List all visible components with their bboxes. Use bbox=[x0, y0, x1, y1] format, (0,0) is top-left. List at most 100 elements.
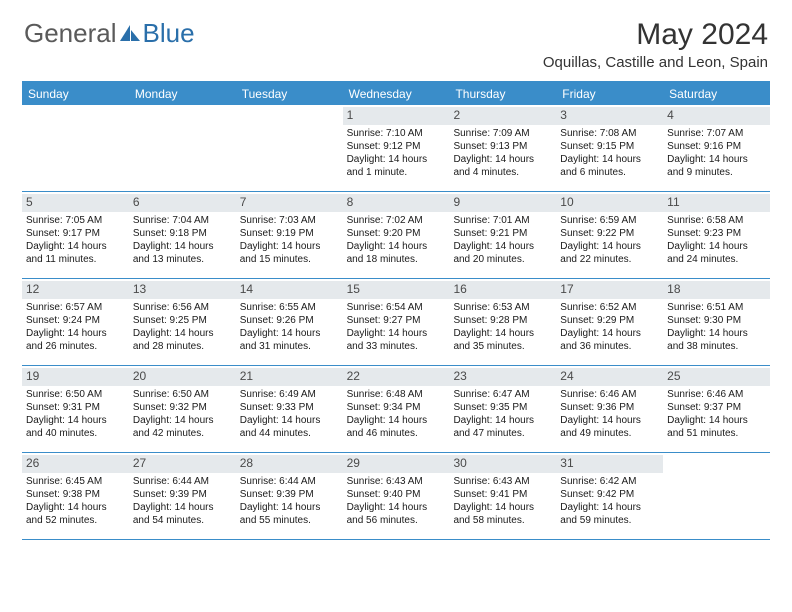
brand-part1: General bbox=[24, 18, 117, 49]
day-cell: 20 Sunrise: 6:50 AMSunset: 9:32 PMDayligh… bbox=[129, 366, 236, 452]
sunset-line: Sunset: 9:38 PM bbox=[26, 488, 125, 501]
day-number: 10 bbox=[556, 194, 663, 212]
sunset-line: Sunset: 9:40 PM bbox=[347, 488, 446, 501]
day-cell: 18 Sunrise: 6:51 AMSunset: 9:30 PMDayligh… bbox=[663, 279, 770, 365]
day-number: 18 bbox=[663, 281, 770, 299]
day-number: 17 bbox=[556, 281, 663, 299]
sunrise-line: Sunrise: 6:56 AM bbox=[133, 301, 232, 314]
sunrise-line: Sunrise: 6:42 AM bbox=[560, 475, 659, 488]
day-number: 14 bbox=[236, 281, 343, 299]
sunset-line: Sunset: 9:30 PM bbox=[667, 314, 766, 327]
sunset-line: Sunset: 9:15 PM bbox=[560, 140, 659, 153]
page-header: General Blue May 2024 Oquillas, Castille… bbox=[0, 0, 792, 75]
daylight-line: Daylight: 14 hours and 6 minutes. bbox=[560, 153, 659, 179]
sunrise-line: Sunrise: 6:59 AM bbox=[560, 214, 659, 227]
day-number: 11 bbox=[663, 194, 770, 212]
week-row: 12 Sunrise: 6:57 AMSunset: 9:24 PM Dayligh… bbox=[22, 279, 770, 366]
sunset-line: Sunset: 9:25 PM bbox=[133, 314, 232, 327]
sunrise-line: Sunrise: 7:02 AM bbox=[347, 214, 446, 227]
daylight-line: Daylight: 14 hours and 55 minutes. bbox=[240, 501, 339, 527]
day-number: 7 bbox=[236, 194, 343, 212]
day-number: 29 bbox=[343, 455, 450, 473]
sunrise-line: Sunrise: 6:46 AM bbox=[667, 388, 766, 401]
daylight-line: Daylight: 14 hours and 36 minutes. bbox=[560, 327, 659, 353]
sunrise-line: Sunrise: 6:51 AM bbox=[667, 301, 766, 314]
sunrise-line: Sunrise: 6:52 AM bbox=[560, 301, 659, 314]
day-number: 16 bbox=[449, 281, 556, 299]
sunset-line: Sunset: 9:23 PM bbox=[667, 227, 766, 240]
sunset-line: Sunset: 9:34 PM bbox=[347, 401, 446, 414]
day-cell: . bbox=[236, 105, 343, 191]
day-number: 20 bbox=[129, 368, 236, 386]
sunset-line: Sunset: 9:18 PM bbox=[133, 227, 232, 240]
day-cell: 16Sunrise: 6:53 AMSunset: 9:28 PMDayligh… bbox=[449, 279, 556, 365]
day-cell: 22Sunrise: 6:48 AMSunset: 9:34 PMDayligh… bbox=[343, 366, 450, 452]
day-cell: 6Sunrise: 7:04 AMSunset: 9:18 PMDaylight… bbox=[129, 192, 236, 278]
day-cell: 25Sunrise: 6:46 AMSunset: 9:37 PMDayligh… bbox=[663, 366, 770, 452]
title-block: May 2024 Oquillas, Castille and Leon, Sp… bbox=[543, 18, 768, 71]
daylight-line: Daylight: 14 hours and 15 minutes. bbox=[240, 240, 339, 266]
day-cell: . bbox=[663, 453, 770, 539]
sunset-line: Sunset: 9:39 PM bbox=[240, 488, 339, 501]
day-number: 19 bbox=[22, 368, 129, 386]
week-row: 26Sunrise: 6:45 AMSunset: 9:38 PMDayligh… bbox=[22, 453, 770, 540]
daylight-line: Daylight: 14 hours and 31 minutes. bbox=[240, 327, 339, 353]
sunset-line: Sunset: 9:13 PM bbox=[453, 140, 552, 153]
day-cell: 27Sunrise: 6:44 AMSunset: 9:39 PMDayligh… bbox=[129, 453, 236, 539]
sunrise-line: Sunrise: 6:45 AM bbox=[26, 475, 125, 488]
daylight-line: Daylight: 14 hours and 22 minutes. bbox=[560, 240, 659, 266]
brand-logo: General Blue bbox=[24, 18, 195, 49]
day-number: 12 bbox=[22, 281, 129, 299]
day-cell: 5Sunrise: 7:05 AMSunset: 9:17 PMDaylight… bbox=[22, 192, 129, 278]
brand-part2: Blue bbox=[143, 18, 195, 49]
day-number: 3 bbox=[556, 107, 663, 125]
sunset-line: Sunset: 9:36 PM bbox=[560, 401, 659, 414]
day-cell: 21Sunrise: 6:49 AMSunset: 9:33 PMDayligh… bbox=[236, 366, 343, 452]
sunrise-line: Sunrise: 6:57 AM bbox=[26, 301, 125, 314]
sunrise-line: Sunrise: 7:05 AM bbox=[26, 214, 125, 227]
day-header-row: SundayMondayTuesdayWednesdayThursdayFrid… bbox=[22, 83, 770, 105]
week-row: ...1Sunrise: 7:10 AMSunset: 9:12 PMDayli… bbox=[22, 105, 770, 192]
day-cell: 7 Sunrise: 7:03 AMSunset: 9:19 PMDaylight… bbox=[236, 192, 343, 278]
day-cell: 9Sunrise: 7:01 AMSunset: 9:21 PMDaylight… bbox=[449, 192, 556, 278]
month-title: May 2024 bbox=[543, 18, 768, 52]
daylight-line: Daylight: 14 hours and 38 minutes. bbox=[667, 327, 766, 353]
day-header: Friday bbox=[556, 83, 663, 105]
week-row: 19Sunrise: 6:50 AMSunset: 9:31 PMDayligh… bbox=[22, 366, 770, 453]
sunrise-line: Sunrise: 7:08 AM bbox=[560, 127, 659, 140]
sunrise-line: Sunrise: 7:01 AM bbox=[453, 214, 552, 227]
daylight-line: Daylight: 14 hours and 9 minutes. bbox=[667, 153, 766, 179]
sunset-line: Sunset: 9:32 PM bbox=[133, 401, 232, 414]
sunrise-line: Sunrise: 6:49 AM bbox=[240, 388, 339, 401]
daylight-line: Daylight: 14 hours and 33 minutes. bbox=[347, 327, 446, 353]
day-cell: 13Sunrise: 6:56 AMSunset: 9:25 PMDayligh… bbox=[129, 279, 236, 365]
sunset-line: Sunset: 9:27 PM bbox=[347, 314, 446, 327]
sunset-line: Sunset: 9:29 PM bbox=[560, 314, 659, 327]
calendar-grid: SundayMondayTuesdayWednesdayThursdayFrid… bbox=[22, 81, 770, 540]
daylight-line: Daylight: 14 hours and 28 minutes. bbox=[133, 327, 232, 353]
day-cell: 3 Sunrise: 7:08 AMSunset: 9:15 PMDaylight… bbox=[556, 105, 663, 191]
daylight-line: Daylight: 14 hours and 42 minutes. bbox=[133, 414, 232, 440]
sunrise-line: Sunrise: 7:03 AM bbox=[240, 214, 339, 227]
sunset-line: Sunset: 9:37 PM bbox=[667, 401, 766, 414]
daylight-line: Daylight: 14 hours and 46 minutes. bbox=[347, 414, 446, 440]
day-number: 1 bbox=[343, 107, 450, 125]
daylight-line: Daylight: 14 hours and 56 minutes. bbox=[347, 501, 446, 527]
daylight-line: Daylight: 14 hours and 11 minutes. bbox=[26, 240, 125, 266]
sunrise-line: Sunrise: 7:10 AM bbox=[347, 127, 446, 140]
sunset-line: Sunset: 9:24 PM bbox=[26, 314, 125, 327]
sunset-line: Sunset: 9:20 PM bbox=[347, 227, 446, 240]
day-cell: 11Sunrise: 6:58 AMSunset: 9:23 PMDayligh… bbox=[663, 192, 770, 278]
sunset-line: Sunset: 9:19 PM bbox=[240, 227, 339, 240]
daylight-line: Daylight: 14 hours and 47 minutes. bbox=[453, 414, 552, 440]
day-header: Sunday bbox=[22, 83, 129, 105]
day-cell: 31Sunrise: 6:42 AMSunset: 9:42 PMDayligh… bbox=[556, 453, 663, 539]
sunset-line: Sunset: 9:16 PM bbox=[667, 140, 766, 153]
day-number: 15 bbox=[343, 281, 450, 299]
day-cell: 1Sunrise: 7:10 AMSunset: 9:12 PMDaylight… bbox=[343, 105, 450, 191]
day-number: 22 bbox=[343, 368, 450, 386]
day-number: 4 bbox=[663, 107, 770, 125]
sunrise-line: Sunrise: 6:50 AM bbox=[133, 388, 232, 401]
daylight-line: Daylight: 14 hours and 35 minutes. bbox=[453, 327, 552, 353]
day-cell: . bbox=[129, 105, 236, 191]
